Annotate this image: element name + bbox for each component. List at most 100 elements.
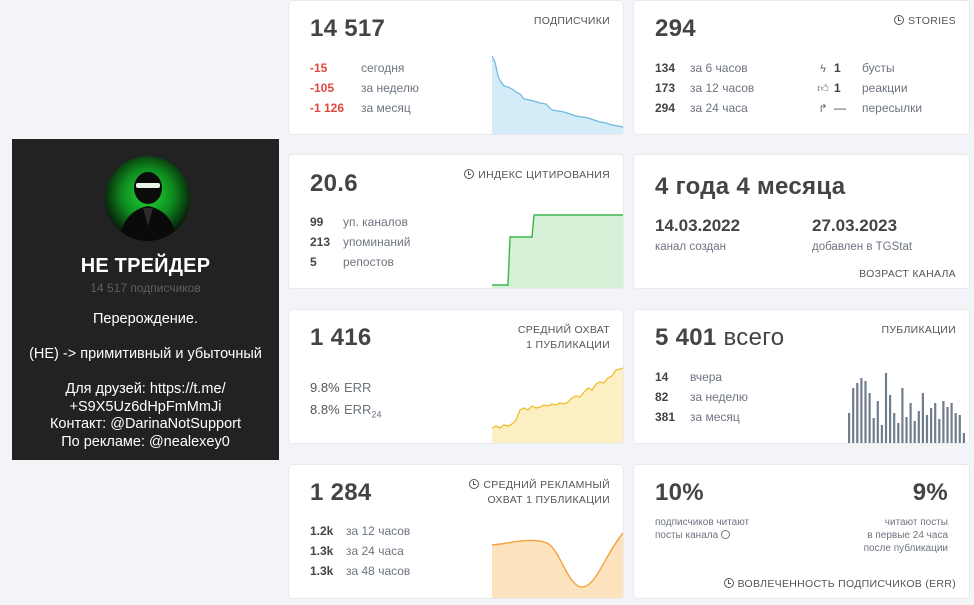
share-icon: ↱ (818, 103, 828, 115)
publications-bar (893, 413, 896, 443)
publications-label: ПУБЛИКАЦИИ (881, 324, 956, 336)
stat-row: 82 за неделю (655, 390, 748, 404)
ad-reach-card[interactable]: 1 284 СРЕДНИЙ РЕКЛАМНЫЙ ОХВАТ 1 ПУБЛИКАЦИ… (289, 465, 623, 598)
stories-stats: 134 за 6 часов 173 за 12 часов 294 за 24 ча… (655, 58, 754, 118)
engagement-left-value: 10% (655, 479, 704, 506)
publications-bar (897, 423, 900, 443)
publications-bar (946, 407, 949, 443)
forwards-row: ↱ — пересылки (816, 98, 922, 118)
description-line (12, 329, 279, 347)
publications-bar (848, 413, 851, 443)
publications-bar (921, 393, 924, 443)
clock-icon (893, 15, 904, 25)
stories-label: STORIES (893, 14, 956, 29)
clock-icon (723, 578, 734, 588)
stat-row: 173 за 12 часов (655, 81, 755, 95)
description-ads-contact[interactable]: По рекламе: @nealexey0 (61, 433, 230, 450)
ad-reach-label: СРЕДНИЙ РЕКЛАМНЫЙ ОХВАТ 1 ПУБЛИКАЦИИ (469, 478, 610, 508)
bolt-icon: ϟ (820, 63, 826, 75)
citation-step-chart (492, 214, 623, 288)
subscribers-card[interactable]: 14 517 ПОДПИСЧИКИ -15 сегодня -105 за неде… (289, 1, 623, 134)
publications-bar (909, 403, 912, 443)
err-stats: 9.8% ERR 8.8% ERR24 (310, 377, 381, 421)
err-row: 9.8% ERR (310, 380, 372, 395)
clock-icon (469, 479, 480, 489)
publications-bar (868, 393, 871, 443)
citation-label: ИНДЕКС ЦИТИРОВАНИЯ (464, 168, 610, 183)
channel-description: Перерождение. (НЕ) -> примитивный и убыт… (12, 311, 279, 451)
publications-bar (852, 388, 855, 443)
stat-row: 1.3k за 48 часов (310, 564, 411, 578)
stories-engagement: ϟ 1 бусты 👍︎ 1 реакции ↱ — пересылки (816, 58, 922, 118)
channel-age-card[interactable]: 4 года 4 месяца 14.03.2022 канал создан … (634, 155, 969, 288)
channel-age-label: ВОЗРАСТ КАНАЛА (859, 268, 956, 280)
channel-subscribers-count: 14 517 подписчиков (90, 281, 201, 295)
publications-bar (901, 388, 904, 443)
stat-row: 381 за месяц (655, 410, 740, 424)
stat-row: 5 репостов (310, 255, 394, 269)
citation-stats: 99 уп. каналов 213 упоминаний 5 репостов (310, 212, 410, 272)
stat-row: -1 126 за месяц (310, 101, 411, 115)
stat-row: 14 вчера (655, 370, 723, 384)
stat-row: 1.3k за 24 часа (310, 544, 404, 558)
thumbs-up-icon: 👍︎ (817, 83, 829, 95)
publications-bar (856, 383, 859, 443)
channel-profile-panel: НЕ ТРЕЙДЕР 14 517 подписчиков Перерожден… (12, 139, 279, 460)
subscribers-stats: -15 сегодня -105 за неделю -1 126 за месяц (310, 58, 419, 118)
publications-bar (876, 401, 879, 443)
publications-bar (942, 401, 945, 443)
boosts-row: ϟ 1 бусты (816, 58, 922, 78)
stat-row: 99 уп. каналов (310, 215, 408, 229)
publications-bar (958, 415, 961, 443)
stat-row: 213 упоминаний (310, 235, 411, 249)
engagement-right-value: 9% (912, 479, 948, 506)
citation-index-card[interactable]: 20.6 ИНДЕКС ЦИТИРОВАНИЯ 99 уп. каналов 21… (289, 155, 623, 288)
ad-reach-stats: 1.2k за 12 часов 1.3k за 24 часа 1.3k за 48… (310, 521, 410, 581)
channel-avatar (105, 156, 190, 241)
ad-reach-value: 1 284 (310, 479, 372, 506)
publications-stats: 14 вчера 82 за неделю 381 за месяц (655, 367, 748, 427)
publications-bar (884, 373, 888, 443)
publications-bar (905, 417, 908, 443)
engagement-label: ВОВЛЕЧЕННОСТЬ ПОДПИСЧИКОВ (ERR) (723, 577, 956, 592)
publications-bar (864, 381, 867, 443)
publications-bar (880, 425, 883, 443)
engagement-card[interactable]: 10% подписчиков читают посты канала 9% ч… (634, 465, 969, 598)
stories-card[interactable]: 294 STORIES 134 за 6 часов 173 за 12 часов… (634, 1, 969, 134)
publications-bar (954, 413, 957, 443)
channel-age-value: 4 года 4 месяца (655, 173, 846, 200)
publications-bar (872, 418, 875, 443)
description-line (12, 364, 279, 382)
publications-bar (950, 403, 953, 443)
description-link[interactable]: +S9X5Uz6dHpFmMmJi (69, 398, 222, 415)
clock-icon (464, 169, 475, 179)
description-contact[interactable]: Контакт: @DarinaNotSupport (49, 416, 242, 432)
citation-value: 20.6 (310, 170, 358, 197)
publications-bar (860, 378, 863, 443)
stat-row: 1.2k за 12 часов (310, 524, 411, 538)
subscribers-sparkline (492, 56, 623, 134)
average-reach-card[interactable]: 1 416 СРЕДНИЙ ОХВАТ 1 ПУБЛИКАЦИИ 9.8% ERR … (289, 310, 623, 443)
stories-value: 294 (655, 15, 696, 42)
added-date-label: добавлен в TGStat (812, 241, 913, 253)
average-reach-label: СРЕДНИЙ ОХВАТ 1 ПУБЛИКАЦИИ (517, 324, 610, 351)
publications-bar-chart (848, 373, 965, 443)
added-date: 27.03.2023 (812, 216, 898, 235)
publications-card[interactable]: 5 401 всего ПУБЛИКАЦИИ 14 вчера 82 за неде… (634, 310, 969, 443)
description-line: (НЕ) -> примитивный и убыточный (29, 346, 262, 362)
engagement-right-text: читают посты в первые 24 часа после публ… (863, 517, 948, 554)
err24-row: 8.8% ERR24 (310, 402, 382, 420)
publications-bar (913, 421, 916, 443)
publications-bar (930, 408, 933, 443)
created-date-label: канал создан (655, 241, 726, 253)
average-reach-value: 1 416 (310, 324, 372, 351)
publications-value: 5 401 всего (655, 324, 785, 351)
stat-row: -15 сегодня (310, 61, 405, 75)
subscribers-value: 14 517 (310, 15, 386, 42)
publications-bar (938, 419, 941, 443)
description-link[interactable]: Для друзей: https://t.me/ (65, 381, 226, 397)
publications-bar (925, 415, 929, 443)
engagement-left-text: подписчиков читают посты канала (655, 517, 750, 541)
publications-bar (934, 403, 937, 443)
stat-row: 134 за 6 часов (655, 61, 748, 75)
